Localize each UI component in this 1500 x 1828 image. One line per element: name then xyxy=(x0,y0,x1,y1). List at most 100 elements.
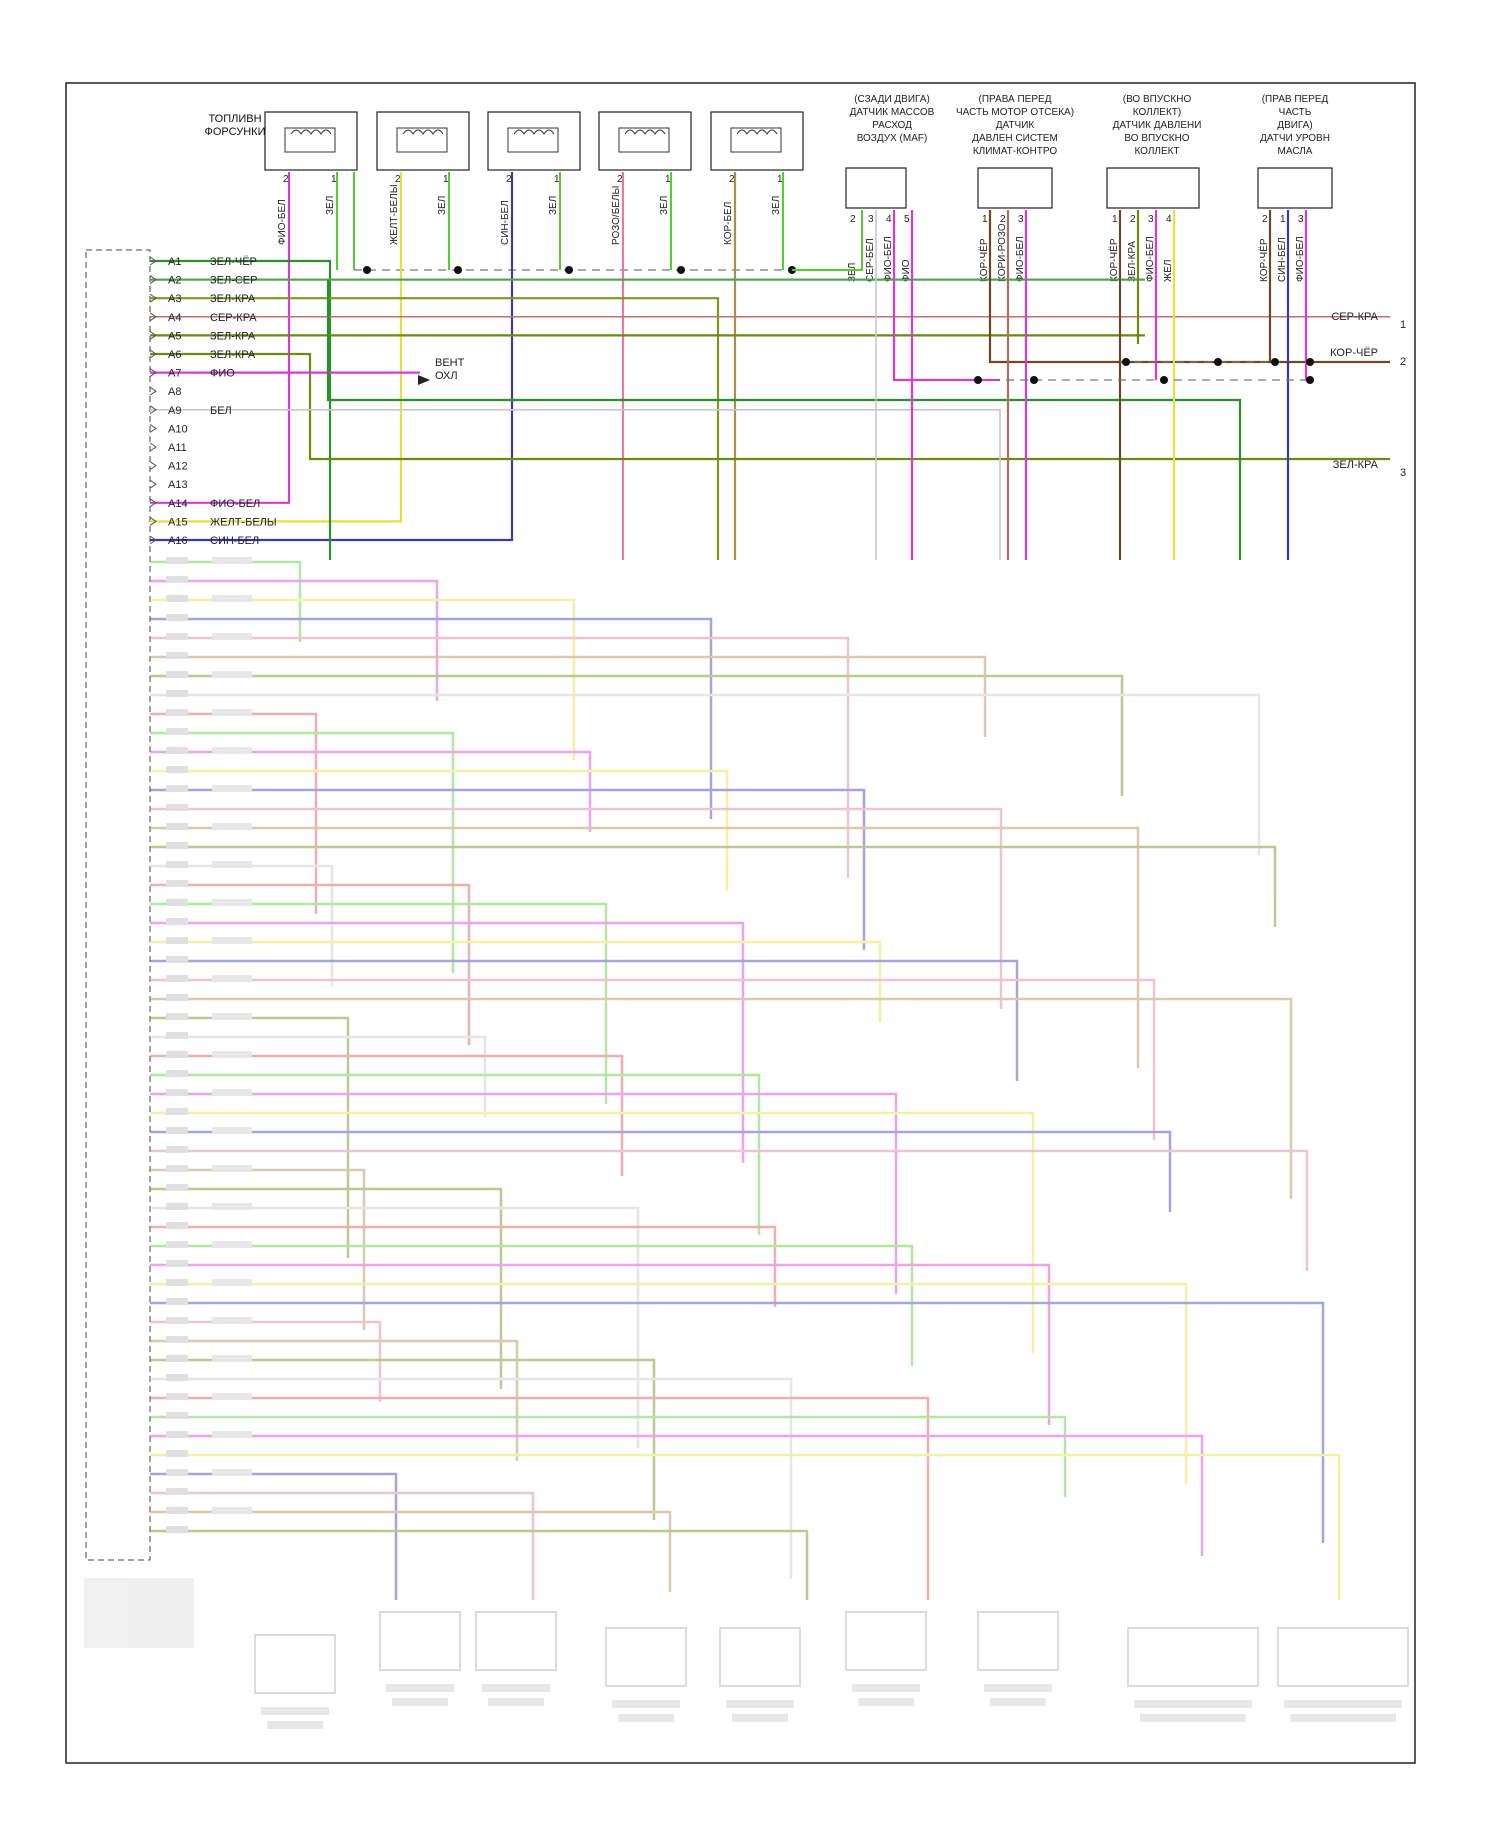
ecm-connector-outline xyxy=(85,249,151,1561)
faint-component-box xyxy=(605,1627,687,1687)
faint-component-box xyxy=(845,1611,927,1671)
ecm-pin-id: A10 xyxy=(168,423,188,435)
faint-wire xyxy=(150,1434,1204,1556)
faint-wire xyxy=(150,1377,793,1579)
injector-pin2-wire: ЖЕЛТ-БЕЛЫ xyxy=(389,184,400,245)
pin-number: 3 xyxy=(1018,214,1024,225)
ecm-pin-wire: СЕР-КРА xyxy=(210,312,257,324)
pin-number: 2 xyxy=(283,174,289,185)
sensors: (СЗАДИ ДВИГА) ДАТЧИК МАССОВ РАСХОД ВОЗДУХ (… xyxy=(845,94,1333,282)
pin-number: 1 xyxy=(554,174,560,185)
ecm-pin-wire: СИН-БЕЛ xyxy=(210,535,259,547)
sensor-pin-wire: ФИО-БЕЛ xyxy=(1295,236,1306,282)
faint-wire xyxy=(150,712,318,914)
faint-wire-label xyxy=(212,709,252,716)
faint-wire xyxy=(150,1244,914,1366)
faint-pin-label xyxy=(166,1184,188,1191)
injector-coil-icon xyxy=(507,127,559,153)
sensor-pin-wire: ФИО-БЕЛ xyxy=(883,236,894,282)
faint-wire-label xyxy=(212,671,252,678)
faint-pin-label xyxy=(166,1203,188,1210)
ecm-pin-id: A3 xyxy=(168,293,181,305)
splice-dot xyxy=(565,266,573,274)
faint-wire xyxy=(150,1263,1051,1425)
ecm-pin-id: A7 xyxy=(168,368,181,380)
ecm-pin-id: A1 xyxy=(168,256,181,268)
faint-wire-label xyxy=(212,1469,252,1476)
coil-icon xyxy=(290,129,332,135)
faint-component-label xyxy=(612,1700,680,1708)
faint-wire xyxy=(150,1472,398,1600)
sensor-title-line: ЧАСТЬ МОТОР ОТСЕКА) xyxy=(956,107,1074,118)
right-ref-wire-2: КОР-ЧЁР xyxy=(1330,347,1378,359)
faint-pin-label xyxy=(166,1393,188,1400)
faint-pin-label xyxy=(166,1355,188,1362)
faint-component-label xyxy=(618,1714,674,1722)
coil-icon xyxy=(624,129,666,135)
wire xyxy=(892,210,1000,382)
wires xyxy=(150,172,1390,560)
sensor-title-line: ДАТЧИК МАССОВ xyxy=(850,107,935,118)
faint-wire xyxy=(150,1149,1309,1271)
faint-pin-label xyxy=(166,1279,188,1286)
pin-chevron-icon xyxy=(149,516,157,526)
pin-number: 1 xyxy=(777,174,783,185)
faint-pin-label xyxy=(166,1222,188,1229)
faint-wire xyxy=(150,1358,656,1520)
faint-wire xyxy=(150,560,302,642)
ecm-pin-id: A15 xyxy=(168,516,188,528)
wire xyxy=(326,279,1242,560)
faint-wire xyxy=(150,1320,382,1402)
faint-wire-label xyxy=(212,899,252,906)
coil-icon xyxy=(402,129,444,135)
injector-pin2-wire: РОЗО/БЕЛЫ xyxy=(611,185,622,245)
pin-number: 4 xyxy=(1166,214,1172,225)
pin-number: 2 xyxy=(1000,214,1006,225)
faint-pin-label xyxy=(166,1260,188,1267)
pin-chevron-icon xyxy=(149,330,157,340)
faint-component-box xyxy=(977,1611,1059,1671)
faint-wire xyxy=(150,807,1003,1009)
faint-pin-label xyxy=(166,918,188,925)
sensor-pin-wire: СИН-БЕЛ xyxy=(1277,237,1288,282)
faint-pin-label xyxy=(166,690,188,697)
faint-wire xyxy=(150,940,882,1022)
faint-wire-label xyxy=(212,1355,252,1362)
faint-pin-label xyxy=(166,1507,188,1514)
faint-pin-label xyxy=(166,1146,188,1153)
ecm-pin-id: A16 xyxy=(168,535,188,547)
faint-component-label xyxy=(267,1721,323,1729)
pin-number: 2 xyxy=(395,174,401,185)
sensor-pin-wire: КОР-ЧЁР xyxy=(978,238,990,282)
faint-wire xyxy=(150,826,1140,1068)
injector-coil-icon xyxy=(618,127,670,153)
faint-component-label xyxy=(482,1684,550,1692)
faint-pin-label xyxy=(166,1412,188,1419)
ecm-pin-id: A14 xyxy=(168,498,188,510)
faint-pin-label xyxy=(166,747,188,754)
pin-chevron-icon xyxy=(149,386,157,396)
sensor-pin-wire: ФИО-БЕЛ xyxy=(1145,236,1156,282)
faint-pin-label xyxy=(166,842,188,849)
ecm-pin-wire: ЗЕЛ-ЧЁР xyxy=(210,256,257,268)
pin-number: 3 xyxy=(1298,214,1304,225)
faint-wire-label xyxy=(212,785,252,792)
ecm-pin-wire: ЗЕЛ-КРА xyxy=(210,330,256,342)
faint-pin-label xyxy=(166,861,188,868)
faint-pin-label xyxy=(166,671,188,678)
wire xyxy=(150,172,291,504)
faint-wire xyxy=(150,921,745,1163)
faint-pin-label xyxy=(166,937,188,944)
splice-dot xyxy=(1122,358,1130,366)
faint-component-label xyxy=(1134,1700,1252,1708)
splice-dot xyxy=(1214,358,1222,366)
injector-coil-icon xyxy=(284,127,336,153)
sensor-title-line: ДВИГА) xyxy=(1277,120,1312,131)
sensor-title-line: ДАТЧИ УРОВН xyxy=(1260,133,1330,144)
faint-pin-label xyxy=(166,975,188,982)
faint-wire xyxy=(150,1092,898,1294)
sensor-title-line: ДАТЧИК xyxy=(996,120,1035,131)
faint-pin-label xyxy=(166,1469,188,1476)
pin-chevron-icon xyxy=(149,275,157,285)
